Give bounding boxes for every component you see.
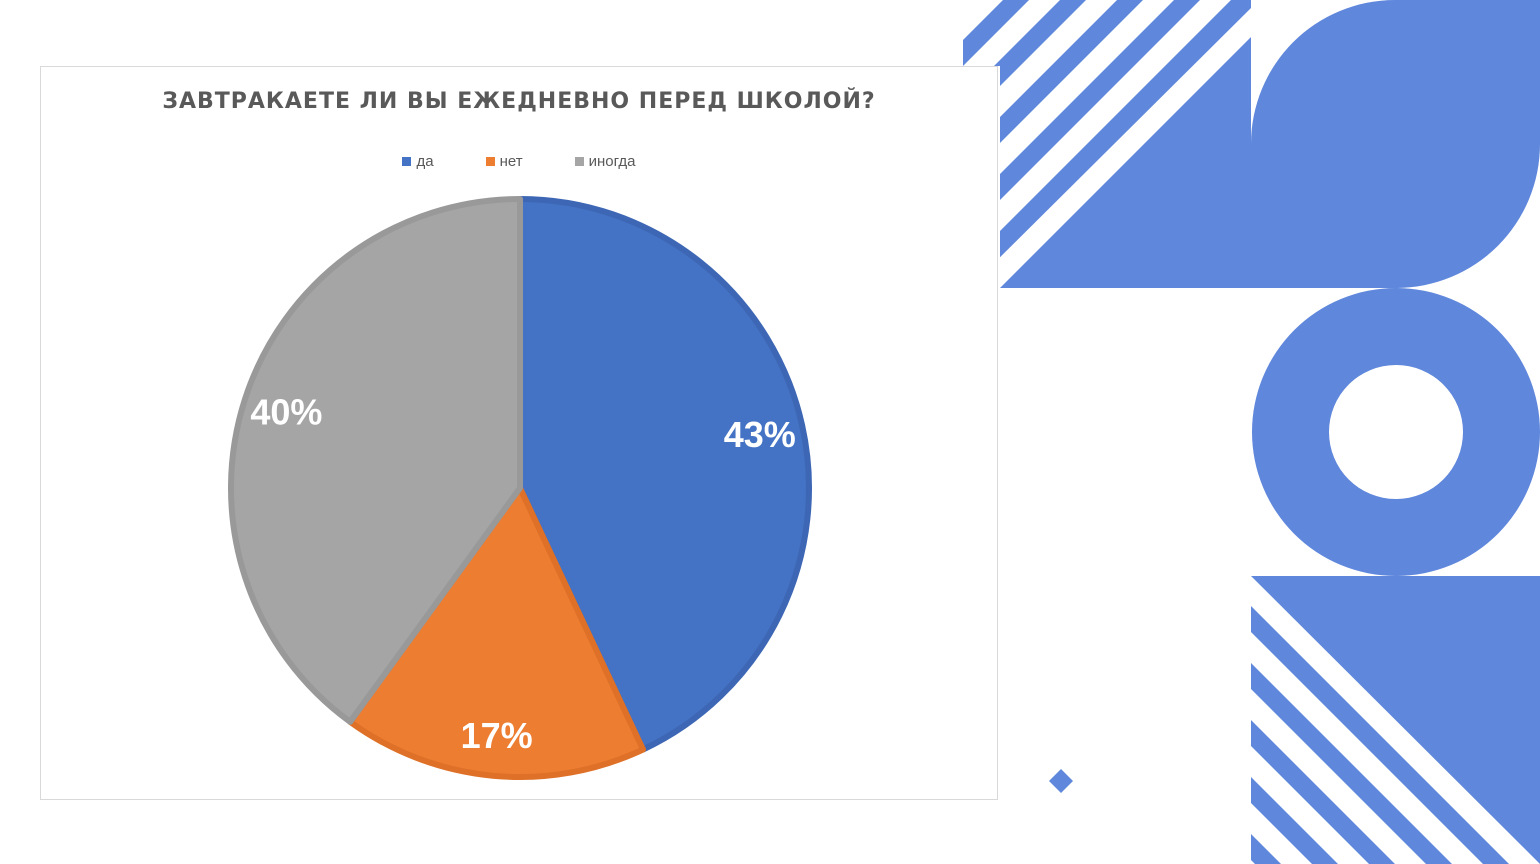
striped-triangle-bottom [1251,576,1540,864]
legend-swatch-inogda [574,157,584,166]
legend-swatch-net [485,157,495,166]
pie-slice-net [347,485,647,780]
leaf-shape [1251,0,1540,288]
legend-item-da: да [402,153,434,170]
striped-triangle-top [963,0,1251,288]
pie-slice-inogda [228,196,523,725]
ring-shape [1252,288,1540,576]
legend: да нет иногда [41,153,997,170]
legend-item-net: нет [485,153,523,170]
pie-slice-da [517,196,812,753]
data-label-inogda: 40% [250,392,322,433]
legend-label-da: да [416,153,434,170]
diamond-shape [1049,769,1073,793]
data-label-da: 43% [724,414,796,455]
pie-chart: 43% 17% 40% [228,196,812,780]
legend-label-net: нет [499,153,523,170]
chart-frame: ЗАВТРАКАЕТЕ ЛИ ВЫ ЕЖЕДНЕВНО ПЕРЕД ШКОЛОЙ… [40,66,998,800]
legend-label-inogda: иногда [588,153,636,170]
legend-swatch-da [402,157,412,166]
data-label-net: 17% [461,715,533,756]
legend-item-inogda: иногда [574,153,636,170]
chart-title: ЗАВТРАКАЕТЕ ЛИ ВЫ ЕЖЕДНЕВНО ПЕРЕД ШКОЛОЙ… [162,89,876,114]
